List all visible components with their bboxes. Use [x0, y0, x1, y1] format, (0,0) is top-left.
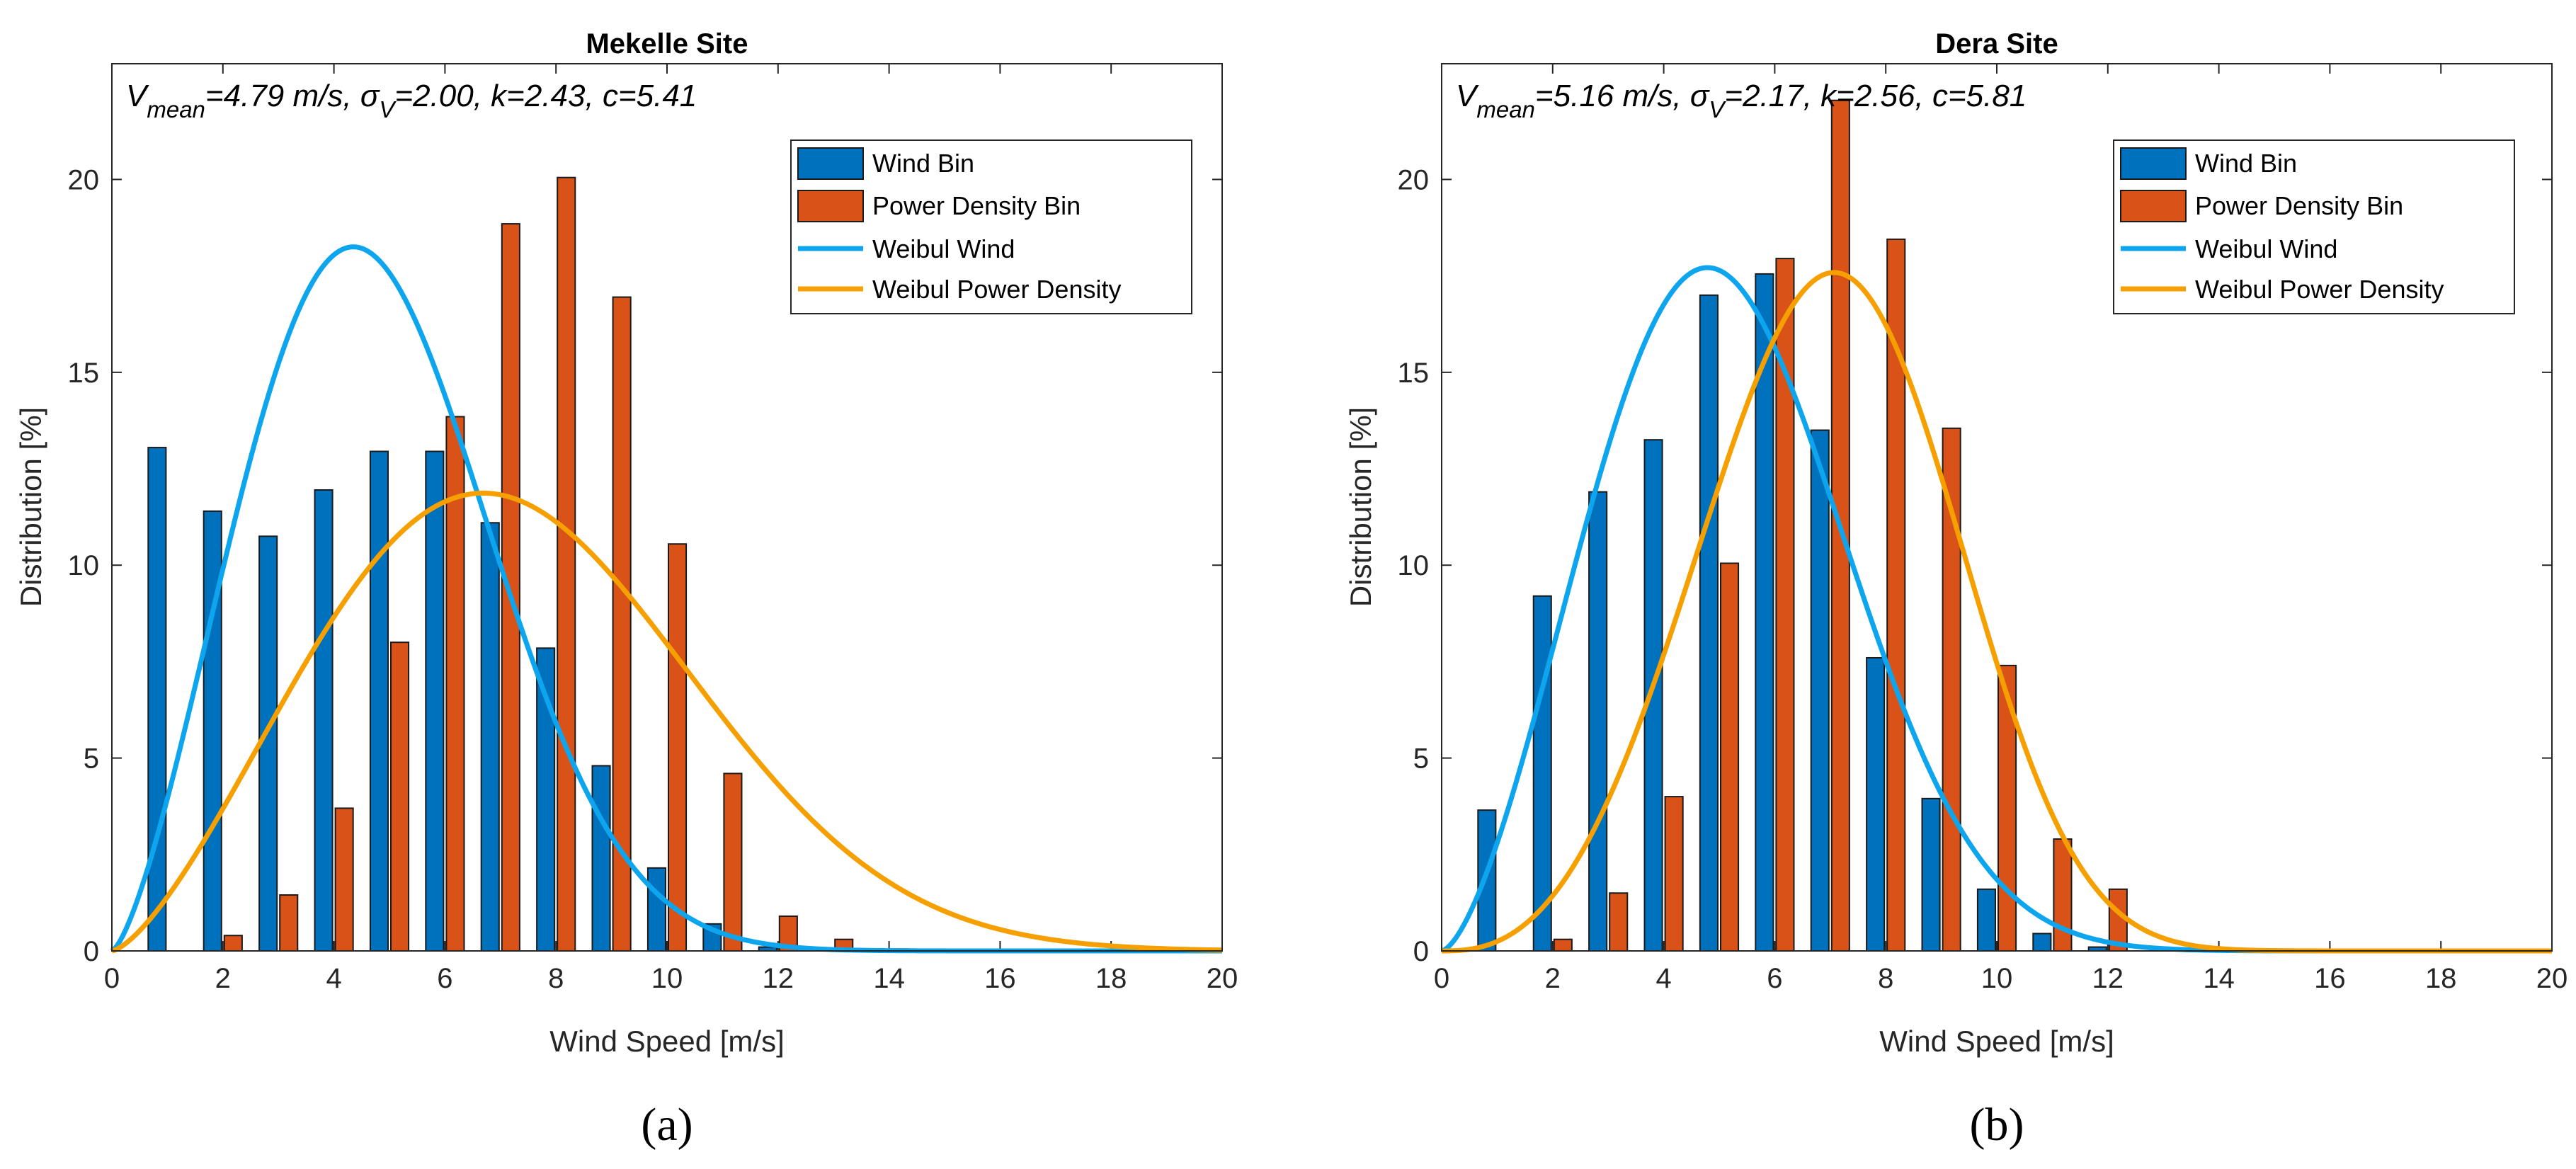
- panel-b-axes-box: [1441, 63, 2553, 952]
- panel-a-y-axis-label: Distribution [%]: [14, 407, 47, 607]
- y-tick-label: 5: [1413, 743, 1429, 775]
- bar-power-density-bin-2: [1553, 938, 1573, 952]
- legend-swatch-power-density-bin: [2120, 190, 2187, 222]
- bar-power-density-bin-5: [1720, 562, 1740, 952]
- x-tick-label: 16: [2314, 963, 2346, 994]
- legend-label-wind-bin: Wind Bin: [2195, 149, 2297, 178]
- x-tick-label: 4: [326, 963, 341, 994]
- y-tick-label: 20: [1398, 164, 1430, 195]
- bar-power-density-bin-5: [390, 641, 410, 952]
- y-tick-label: 20: [68, 164, 100, 195]
- bar-power-density-bin-3: [1609, 892, 1629, 952]
- bar-wind-bin-10: [1976, 888, 1996, 952]
- bar-power-density-bin-4: [1664, 796, 1684, 952]
- bar-wind-bin-7: [480, 522, 500, 952]
- x-tick-label: 6: [1767, 963, 1782, 994]
- panel-b-title: Dera Site: [1935, 28, 2058, 59]
- bar-wind-bin-1: [147, 447, 167, 952]
- x-tick-label: 6: [437, 963, 452, 994]
- bar-wind-bin-9: [1921, 797, 1941, 952]
- bar-wind-bin-10: [646, 867, 666, 952]
- legend-swatch-wind-bin: [2120, 147, 2187, 180]
- x-tick-label: 20: [2536, 963, 2568, 994]
- bar-power-density-bin-8: [557, 176, 576, 952]
- panel-b-x-axis-label: Wind Speed [m/s]: [1879, 1025, 2114, 1058]
- y-tick-label: 15: [1398, 358, 1430, 389]
- panel-a-ticks: 0 2 4 6 8 10 12 14 16 18 20 0 5 10 15 20: [68, 64, 1238, 994]
- x-tick-label: 12: [763, 963, 794, 994]
- bar-wind-bin-2: [1532, 595, 1552, 952]
- bar-power-density-bin-11: [2053, 838, 2073, 952]
- panel-a: Mekelle Site 0 2 4 6 8 10 12 14 16 18 20 0 5 10 15 20 V…: [14, 28, 1238, 1151]
- bar-wind-bin-5: [369, 450, 389, 952]
- panel-a-caption: (a): [641, 1099, 693, 1151]
- bar-wind-bin-6: [425, 450, 445, 952]
- x-tick-label: 2: [215, 963, 231, 994]
- y-tick-label: 10: [68, 550, 100, 581]
- panel-a-axes-box: [111, 63, 1223, 952]
- bar-power-density-bin-11: [723, 772, 743, 952]
- bar-wind-bin-4: [314, 489, 334, 952]
- y-tick-label: 10: [1398, 550, 1430, 581]
- legend-label-weibul-power-density: Weibul Power Density: [2195, 275, 2444, 304]
- bar-power-density-bin-6: [445, 416, 465, 952]
- x-tick-label: 12: [2092, 963, 2124, 994]
- x-tick-label: 14: [873, 963, 905, 994]
- bar-wind-bin-5: [1699, 294, 1719, 952]
- panel-b: Dera Site 0 2 4 6 8 10 12 14 16 18 20 0 5 10 15 20 Vmea…: [1344, 28, 2568, 1151]
- x-tick-label: 18: [2425, 963, 2457, 994]
- x-tick-label: 0: [1434, 963, 1449, 994]
- panel-b-stats-annotation: Vmean=5.16 m/s, σV=2.17, k=2.56, c=5.81: [1456, 79, 2027, 122]
- x-tick-label: 20: [1207, 963, 1238, 994]
- legend-swatch-power-density-bin: [797, 190, 864, 222]
- legend-label-wind-bin: Wind Bin: [872, 149, 974, 178]
- bar-wind-bin-1: [1477, 809, 1497, 952]
- legend-label-weibul-wind: Weibul Wind: [2195, 234, 2337, 263]
- y-tick-label: 0: [84, 936, 99, 967]
- bar-power-density-bin-7: [501, 223, 520, 952]
- bar-wind-bin-8: [1866, 656, 1886, 952]
- y-tick-label: 5: [84, 743, 99, 775]
- x-tick-label: 4: [1655, 963, 1671, 994]
- x-tick-label: 14: [2203, 963, 2235, 994]
- legend-label-weibul-power-density: Weibul Power Density: [872, 275, 1121, 304]
- bar-wind-bin-3: [1588, 491, 1608, 952]
- panel-a-x-axis-label: Wind Speed [m/s]: [549, 1025, 784, 1058]
- bar-power-density-bin-10: [668, 543, 688, 952]
- bar-wind-bin-9: [591, 765, 611, 952]
- legend-label-power-density-bin: Power Density Bin: [2195, 191, 2403, 220]
- bar-power-density-bin-2: [223, 935, 243, 952]
- panel-a-legend: Wind Bin Power Density Bin Weibul Wind W…: [790, 139, 1192, 314]
- x-tick-label: 16: [984, 963, 1016, 994]
- panel-a-title: Mekelle Site: [586, 28, 748, 59]
- bar-wind-bin-7: [1810, 429, 1830, 952]
- legend-swatch-wind-bin: [797, 147, 864, 180]
- x-tick-label: 2: [1545, 963, 1561, 994]
- bar-power-density-bin-4: [334, 807, 354, 952]
- x-tick-label: 0: [104, 963, 120, 994]
- panel-a-stats-annotation: Vmean=4.79 m/s, σV=2.00, k=2.43, c=5.41: [126, 79, 697, 122]
- y-tick-label: 0: [1413, 936, 1429, 967]
- x-tick-label: 18: [1095, 963, 1127, 994]
- legend-label-weibul-wind: Weibul Wind: [872, 234, 1015, 263]
- x-tick-label: 10: [1981, 963, 2013, 994]
- y-tick-label: 15: [68, 358, 100, 389]
- panel-b-legend: Wind Bin Power Density Bin Weibul Wind W…: [2113, 139, 2515, 314]
- panel-b-y-axis-label: Distribution [%]: [1344, 407, 1377, 607]
- panel-b-caption: (b): [1970, 1099, 2024, 1151]
- x-tick-label: 8: [548, 963, 564, 994]
- x-tick-label: 8: [1878, 963, 1893, 994]
- x-tick-label: 10: [651, 963, 683, 994]
- curve-weibul-power-density: [111, 490, 1223, 954]
- legend-label-power-density-bin: Power Density Bin: [872, 191, 1081, 220]
- bar-wind-bin-11: [2032, 933, 2052, 952]
- bar-power-density-bin-3: [279, 894, 299, 952]
